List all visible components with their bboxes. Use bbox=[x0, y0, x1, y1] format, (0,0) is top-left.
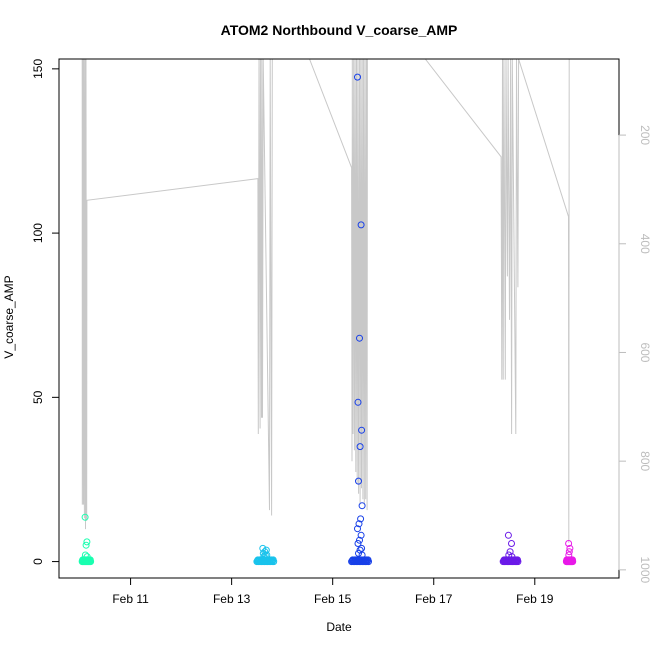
right-tick-label: 800 bbox=[638, 451, 650, 471]
scatter-point bbox=[355, 549, 362, 557]
scatter-point bbox=[355, 520, 363, 528]
scatter-point bbox=[83, 538, 91, 546]
scatter-point bbox=[81, 551, 89, 559]
scatter-point bbox=[356, 334, 363, 342]
scatter-point bbox=[358, 502, 366, 510]
scatter-point bbox=[565, 540, 573, 547]
scatter-point bbox=[365, 558, 372, 566]
x-tick-label: Feb 13 bbox=[213, 592, 251, 606]
scatter-point bbox=[569, 558, 577, 566]
scatter-point bbox=[82, 541, 90, 549]
scatter-point bbox=[81, 513, 89, 521]
x-tick-label: Feb 11 bbox=[112, 592, 149, 606]
secondary-series-layer bbox=[81, 59, 570, 543]
scatter-point bbox=[504, 531, 512, 539]
right-tick-label: 400 bbox=[638, 234, 650, 254]
scatter-point bbox=[259, 549, 267, 557]
scatter-point bbox=[357, 221, 365, 229]
y-tick-label: 100 bbox=[31, 223, 45, 243]
scatter-point bbox=[83, 553, 91, 561]
scatter-point bbox=[355, 477, 362, 485]
secondary-line bbox=[81, 59, 570, 543]
plot-frame bbox=[58, 58, 620, 579]
right-tick-label: 200 bbox=[638, 125, 650, 145]
scatter-point bbox=[357, 515, 365, 523]
scatter-point bbox=[358, 426, 366, 434]
scatter-point bbox=[566, 544, 574, 552]
scatter-point bbox=[87, 558, 95, 566]
scatter-layer bbox=[78, 73, 577, 566]
scatter-point bbox=[260, 553, 268, 561]
scatter-point bbox=[357, 531, 365, 539]
right-tick-label: 600 bbox=[638, 342, 650, 362]
x-tick-label: Feb 19 bbox=[516, 592, 554, 606]
right-tick-label: 1000 bbox=[638, 556, 650, 583]
x-tick-label: Feb 15 bbox=[314, 592, 352, 606]
scatter-point bbox=[354, 398, 362, 406]
scatter-point bbox=[508, 553, 516, 561]
scatter-point bbox=[356, 443, 364, 451]
scatter-point bbox=[506, 548, 514, 556]
scatter-point bbox=[514, 558, 522, 566]
scatter-point bbox=[508, 540, 515, 547]
x-axis-label: Date bbox=[326, 620, 352, 634]
scatter-point bbox=[358, 551, 366, 559]
scatter-point bbox=[354, 73, 361, 81]
scatter-point bbox=[354, 525, 361, 533]
scatter-point bbox=[356, 536, 363, 544]
scatter-point bbox=[565, 548, 573, 556]
scatter-point bbox=[354, 540, 362, 547]
y-tick-label: 0 bbox=[31, 558, 45, 565]
scatter-point bbox=[565, 551, 573, 559]
y-tick-label: 50 bbox=[31, 390, 45, 404]
y-axis-label: V_coarse_AMP bbox=[2, 275, 16, 358]
y-tick-label: 150 bbox=[31, 59, 45, 79]
scatter-point bbox=[270, 558, 278, 566]
scatter-point bbox=[358, 544, 366, 552]
chart-title: ATOM2 Northbound V_coarse_AMP bbox=[221, 22, 458, 38]
scatter-point bbox=[261, 551, 269, 559]
x-tick-label: Feb 17 bbox=[415, 592, 453, 606]
